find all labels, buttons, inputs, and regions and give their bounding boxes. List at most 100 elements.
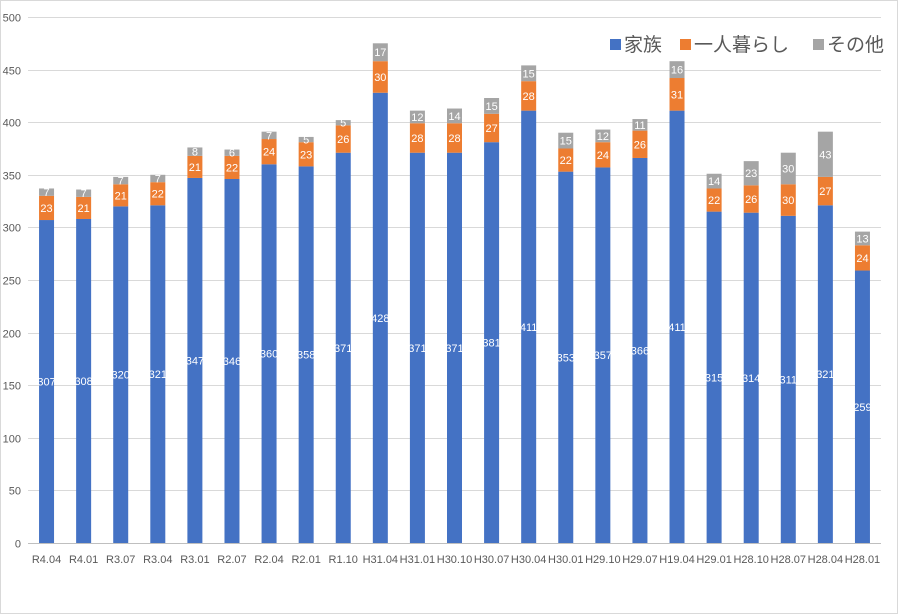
- x-tick-label: R2.01: [291, 554, 320, 566]
- y-axis: 0 50 100 150 200 250 300 350 400 450 500: [3, 13, 21, 551]
- bar-stack: 314 26 23: [742, 161, 760, 543]
- x-tick-label: R1.10: [329, 554, 358, 566]
- data-label: 26: [337, 134, 349, 146]
- bar-stack: 321 22 7: [149, 173, 167, 544]
- bar-stack: 371 28 14: [445, 108, 464, 543]
- data-label: 23: [300, 149, 312, 161]
- bar-stack: 428 30 17: [371, 43, 390, 543]
- data-label: 21: [115, 190, 127, 202]
- bar-segment-other: [298, 136, 314, 143]
- bar-stack: 347 21 8: [186, 147, 204, 543]
- bar-segment-other: [632, 119, 648, 131]
- data-label: 21: [78, 203, 90, 215]
- bar-segment-family: [150, 205, 166, 544]
- x-tick-label: H29.07: [622, 554, 657, 566]
- data-label: 411: [668, 322, 686, 334]
- bar-segment-family: [817, 205, 833, 544]
- x-tick-label: H31.01: [400, 554, 435, 566]
- legend-swatch: [680, 39, 691, 50]
- bar-segment-single: [409, 123, 425, 153]
- legend-swatch: [610, 39, 621, 50]
- bar-segment-single: [113, 184, 129, 207]
- bar-stack: 311 30 30: [780, 152, 798, 543]
- bar-segment-family: [521, 110, 537, 544]
- y-tick-label: 300: [3, 223, 21, 235]
- x-tick-label: R2.07: [217, 554, 246, 566]
- data-label: 357: [594, 350, 612, 362]
- data-label: 12: [411, 112, 423, 124]
- data-label: 8: [192, 147, 198, 159]
- data-label: 366: [631, 345, 649, 357]
- x-tick-label: R3.01: [180, 554, 209, 566]
- bar-segment-other: [780, 152, 796, 185]
- bar-stack: 381 27 15: [482, 98, 501, 544]
- x-tick-label: H29.10: [585, 554, 620, 566]
- data-label: 358: [297, 350, 315, 362]
- y-tick-label: 400: [3, 118, 21, 130]
- data-label: 23: [40, 203, 52, 215]
- bar-segment-family: [76, 218, 92, 543]
- bar-segment-family: [484, 142, 500, 544]
- data-label: 24: [263, 147, 275, 159]
- bar-segment-single: [447, 123, 462, 153]
- data-label: 371: [334, 343, 352, 355]
- x-tick-label: R3.07: [106, 554, 135, 566]
- bar-segment-other: [39, 188, 55, 196]
- bar-stack: 411 28 15: [520, 65, 537, 544]
- data-label: 321: [149, 369, 167, 381]
- bar-segment-other: [743, 161, 759, 186]
- bar-segment-single: [298, 142, 314, 167]
- y-tick-label: 450: [3, 66, 21, 78]
- bar-segment-family: [261, 164, 277, 543]
- data-label: 371: [445, 343, 463, 355]
- bars: 3072373082173202173212273472183462263602…: [37, 43, 872, 544]
- data-label: 26: [745, 194, 757, 206]
- legend-label: 一人暮らし: [694, 34, 789, 56]
- legend-label: その他: [827, 34, 884, 56]
- bar-stack: 321 27 43: [816, 131, 835, 544]
- x-tick-label: H30.04: [511, 554, 546, 566]
- bar-segment-family: [632, 157, 648, 543]
- bar-stack: 259 24 13: [853, 231, 872, 543]
- bar-segment-single: [854, 245, 870, 271]
- data-label: 346: [223, 356, 241, 368]
- bar-segment-other: [150, 174, 166, 183]
- x-tick-label: H30.10: [437, 554, 472, 566]
- bar-segment-other: [447, 108, 462, 124]
- data-label: 7: [118, 176, 124, 188]
- bar-stack: 357 24 12: [594, 129, 612, 543]
- data-label: 311: [780, 374, 798, 386]
- bar-stack: 360 24 7: [260, 130, 278, 543]
- bar-segment-family: [39, 220, 55, 543]
- data-label: 22: [708, 195, 720, 207]
- bar-segment-family: [743, 212, 759, 543]
- x-tick-label: H28.04: [808, 554, 843, 566]
- data-label: 347: [186, 355, 204, 367]
- x-axis: R4.04 R4.01 R3.07 R3.04 R3.01 R2.07 R2.04 R2.01…: [32, 554, 880, 566]
- x-tick-label: H28.07: [771, 554, 806, 566]
- x-tick-label: H31.04: [363, 554, 398, 566]
- y-tick-label: 50: [9, 486, 21, 498]
- bar-segment-single: [743, 185, 759, 213]
- bar-segment-single: [595, 142, 611, 168]
- x-tick-label: H30.07: [474, 554, 509, 566]
- bar-segment-other: [595, 129, 611, 143]
- bar-segment-other: [76, 189, 92, 197]
- data-label: 24: [597, 150, 609, 162]
- data-label: 27: [819, 186, 831, 198]
- data-label: 43: [819, 149, 831, 161]
- x-tick-label: R4.04: [32, 554, 61, 566]
- bar-segment-family: [372, 92, 388, 543]
- data-label: 16: [671, 65, 683, 77]
- bar-segment-family: [113, 206, 129, 544]
- bar-segment-single: [484, 113, 500, 143]
- bar-segment-other: [372, 43, 388, 62]
- data-label: 30: [782, 163, 794, 175]
- data-label: 371: [408, 343, 426, 355]
- bar-segment-other: [669, 61, 685, 79]
- x-tick-label: H29.01: [696, 554, 731, 566]
- bar-segment-family: [298, 166, 314, 543]
- data-label: 321: [816, 369, 834, 381]
- legend-item: 一人暮らし: [680, 34, 789, 56]
- data-label: 14: [448, 111, 460, 123]
